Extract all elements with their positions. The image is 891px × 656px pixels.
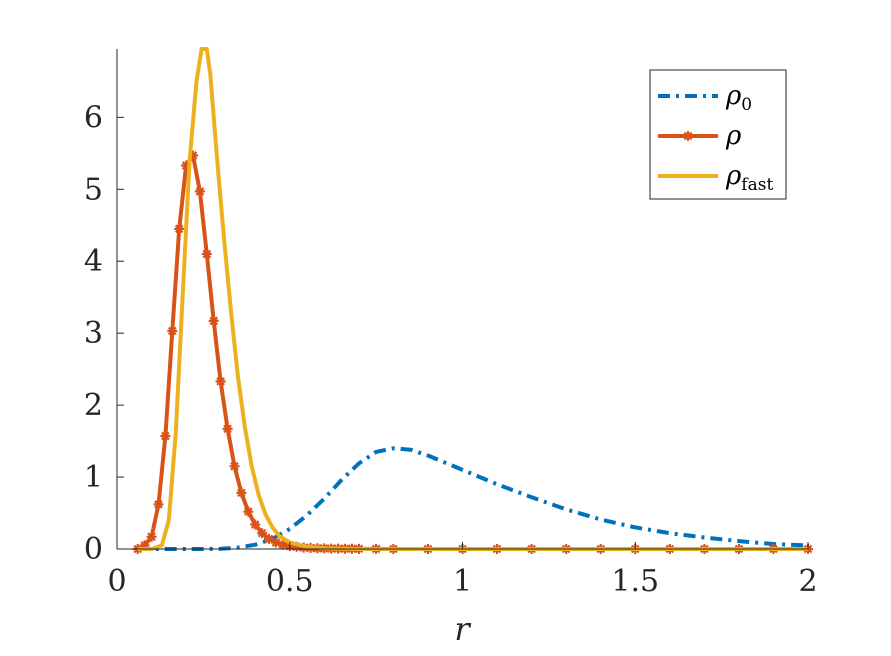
data-point-marker <box>208 315 219 326</box>
legend-label: ρ <box>725 121 742 151</box>
y-tick-label: 4 <box>84 244 103 279</box>
data-point-marker <box>222 423 233 434</box>
data-point-marker <box>194 186 205 197</box>
x-tick-label: 0.5 <box>266 564 314 599</box>
data-point-marker <box>139 540 150 551</box>
y-tick-label: 2 <box>84 388 103 423</box>
series-rho0 <box>137 446 809 551</box>
legend-item: ρ <box>658 121 742 151</box>
x-tick-label: 0 <box>107 564 126 599</box>
data-point-marker <box>174 223 185 234</box>
data-point-marker <box>236 487 247 498</box>
data-point-marker <box>243 506 254 517</box>
legend-label: ρfast <box>725 161 773 195</box>
data-point-marker <box>215 376 226 387</box>
data-point-marker <box>153 499 164 510</box>
x-tick-label: 1.5 <box>611 564 659 599</box>
legend-label: ρ0 <box>725 81 752 115</box>
data-point-marker <box>270 537 281 548</box>
data-point-marker <box>257 528 268 539</box>
x-tick-label: 1 <box>453 564 472 599</box>
legend-item: ρfast <box>658 161 773 195</box>
y-tick-label: 5 <box>84 172 103 207</box>
data-point-marker <box>181 160 192 171</box>
data-point-marker <box>146 531 157 542</box>
y-tick-label: 1 <box>84 460 103 495</box>
data-point-marker <box>277 539 288 550</box>
data-point-marker <box>291 541 302 552</box>
y-tick-label: 0 <box>84 532 103 567</box>
data-point-marker <box>229 461 240 472</box>
legend: ρ0 ρ ρfast <box>649 69 787 200</box>
axes: 0 0.5 1 1.5 2 0 1 2 3 4 5 6 <box>84 49 818 599</box>
legend-marker-sample <box>683 131 693 141</box>
data-point-marker <box>201 249 212 259</box>
data-point-marker <box>160 431 171 442</box>
y-tick-label: 3 <box>84 316 103 351</box>
x-axis-label: r <box>454 610 471 648</box>
data-point-marker <box>167 326 178 336</box>
data-point-marker <box>188 150 198 161</box>
data-point-marker <box>264 533 274 544</box>
legend-item: ρ0 <box>658 81 752 115</box>
series-line <box>137 446 809 551</box>
y-tick-label: 6 <box>84 100 103 135</box>
data-point-marker <box>250 519 261 530</box>
x-tick-label: 2 <box>798 564 817 599</box>
